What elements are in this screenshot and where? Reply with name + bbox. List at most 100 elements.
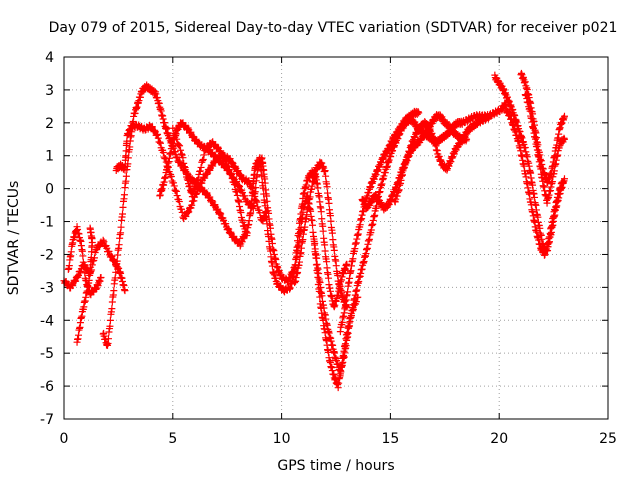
data-point xyxy=(268,262,276,270)
x-axis-label: GPS time / hours xyxy=(277,458,394,474)
data-point xyxy=(319,227,327,235)
x-tick-label: 15 xyxy=(381,431,399,447)
x-tick-label: 10 xyxy=(273,431,291,447)
data-point xyxy=(198,179,206,187)
y-tick-label: 2 xyxy=(45,116,54,132)
data-point xyxy=(228,159,236,167)
data-point xyxy=(259,184,267,192)
data-point xyxy=(181,164,189,172)
data-point xyxy=(182,167,190,175)
data-point xyxy=(228,170,236,178)
data-point xyxy=(172,187,180,195)
data-point xyxy=(172,132,180,140)
data-point xyxy=(223,162,231,170)
data-point xyxy=(260,190,268,198)
data-point xyxy=(317,208,325,216)
data-point xyxy=(185,208,193,216)
data-point xyxy=(192,180,200,188)
data-point xyxy=(323,258,331,266)
chart-title: Day 079 of 2015, Sidereal Day-to-day VTE… xyxy=(49,20,618,36)
data-point xyxy=(175,141,183,149)
data-point xyxy=(560,135,568,143)
data-point xyxy=(222,158,230,166)
data-point xyxy=(117,223,125,231)
data-point xyxy=(105,247,113,255)
data-point xyxy=(209,162,217,170)
data-point xyxy=(188,193,196,201)
data-point xyxy=(182,213,190,221)
data-point xyxy=(256,154,264,162)
data-point xyxy=(110,287,118,295)
data-point xyxy=(199,156,207,164)
data-point xyxy=(214,143,222,151)
data-point xyxy=(263,220,271,228)
plot-frame xyxy=(63,56,609,420)
data-point xyxy=(178,205,186,213)
data-point xyxy=(92,285,100,293)
y-tick-label: -4 xyxy=(40,313,54,329)
data-point xyxy=(175,198,183,206)
data-point xyxy=(170,182,178,190)
data-point xyxy=(188,201,196,209)
data-point xyxy=(235,181,243,189)
data-point xyxy=(309,221,317,229)
data-point xyxy=(179,154,187,162)
data-point xyxy=(121,287,129,295)
data-point xyxy=(173,135,181,143)
series-track-2 xyxy=(64,223,105,299)
data-point xyxy=(218,215,226,223)
series-track-4 xyxy=(99,81,249,349)
data-point xyxy=(151,126,159,134)
data-point xyxy=(200,151,208,159)
data-point xyxy=(112,268,120,276)
data-point xyxy=(330,246,338,254)
series-track-14 xyxy=(502,105,566,259)
data-point xyxy=(205,165,213,173)
data-point xyxy=(233,188,241,196)
data-point xyxy=(193,177,201,185)
data-point xyxy=(208,197,216,205)
x-tick-label: 25 xyxy=(599,431,617,447)
data-point xyxy=(72,277,80,285)
data-point xyxy=(199,156,207,164)
data-point xyxy=(159,149,167,157)
y-tick-label: -1 xyxy=(40,215,54,231)
y-tick-label: 0 xyxy=(45,182,54,198)
data-point xyxy=(104,335,112,343)
data-point xyxy=(113,257,121,265)
data-point xyxy=(196,183,204,191)
data-point xyxy=(201,174,209,182)
y-tick-label: 1 xyxy=(45,149,54,165)
data-point xyxy=(184,209,192,217)
data-point xyxy=(79,252,87,260)
data-point xyxy=(220,151,228,159)
y-tick-label: 3 xyxy=(45,83,54,99)
data-point xyxy=(191,184,199,192)
data-point xyxy=(189,190,197,198)
data-point xyxy=(286,285,294,293)
data-point xyxy=(194,175,202,183)
data-point xyxy=(170,179,178,187)
data-point xyxy=(258,172,266,180)
series-track-10 xyxy=(336,107,423,336)
data-point xyxy=(203,170,211,178)
data-point xyxy=(154,130,162,138)
data-point xyxy=(236,182,244,190)
data-point xyxy=(201,146,209,154)
data-point xyxy=(108,305,116,313)
series-track-3 xyxy=(73,224,96,346)
data-point xyxy=(313,254,321,262)
series-track-16 xyxy=(521,91,568,207)
x-tick-label: 5 xyxy=(168,431,177,447)
data-point xyxy=(119,203,127,211)
data-point xyxy=(230,164,238,172)
data-point xyxy=(343,260,351,268)
data-point xyxy=(325,274,333,282)
data-point xyxy=(156,139,164,147)
data-points xyxy=(60,69,568,392)
data-point xyxy=(327,217,335,225)
data-point xyxy=(216,209,224,217)
data-point xyxy=(241,192,249,200)
series-track-12 xyxy=(391,111,494,206)
